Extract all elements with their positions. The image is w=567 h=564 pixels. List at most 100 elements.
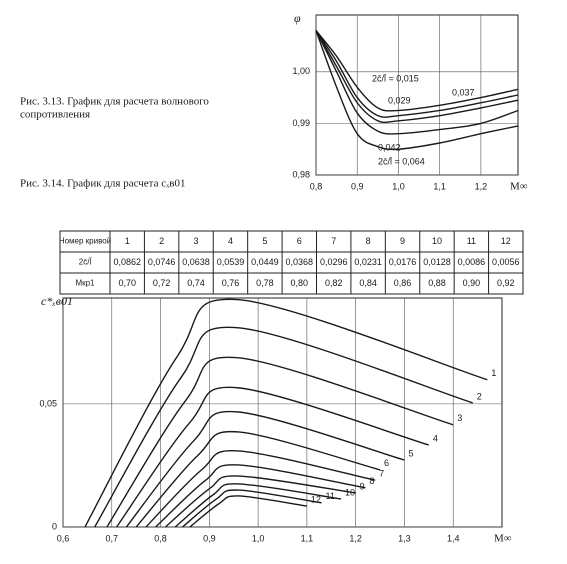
- table-cell: 0,90: [463, 278, 481, 288]
- table-cell: 0,0862: [113, 257, 141, 267]
- table-cell: 10: [432, 236, 442, 246]
- curve-label: 2: [477, 391, 482, 401]
- table-cell: 5: [262, 236, 267, 246]
- x-tick-label: 1,3: [398, 533, 411, 543]
- x-tick-label: 0,9: [351, 181, 364, 191]
- curve: [106, 356, 454, 528]
- x-tick-label: 1,2: [349, 533, 362, 543]
- table-cell: 0,0449: [251, 257, 279, 267]
- curve: [189, 495, 307, 528]
- table-frame: [59, 230, 524, 295]
- x-tick-label: 1,0: [392, 181, 405, 191]
- table-cell: 0,72: [153, 278, 171, 288]
- caption-line: сопротивления: [20, 109, 90, 121]
- curve-label: 11: [326, 491, 335, 501]
- curve-label: 10: [345, 487, 355, 497]
- x-tick-label: 1,1: [301, 533, 314, 543]
- table-cell: 4: [228, 236, 233, 246]
- x-tick-label: 1,4: [447, 533, 460, 543]
- plot-frame: [62, 297, 503, 528]
- curve-label: 3: [457, 413, 462, 423]
- y-tick-label: 1,00: [292, 66, 310, 76]
- curve: [94, 326, 473, 528]
- curve: [164, 475, 356, 528]
- table-cell: 0,0056: [492, 257, 520, 267]
- x-tick-label: 1,0: [252, 533, 265, 543]
- curve-label: 0,042: [378, 142, 401, 152]
- table-cell: 7: [331, 236, 336, 246]
- curve-label: 12: [311, 494, 321, 504]
- row-header: Номер кривой: [59, 237, 111, 246]
- y-axis-label: c*ₓв01: [41, 294, 73, 308]
- curve: [155, 464, 366, 528]
- curve-label: 4: [433, 433, 438, 443]
- curve: [315, 30, 519, 124]
- table-cell: 0,84: [359, 278, 377, 288]
- x-tick-label: 1,1: [433, 181, 446, 191]
- table-cell: 2: [159, 236, 164, 246]
- table-cell: 0,0368: [286, 257, 314, 267]
- curve: [182, 489, 322, 528]
- curve: [135, 430, 381, 528]
- table-cell: 8: [366, 236, 371, 246]
- curve-label: 8: [369, 476, 374, 486]
- table-cell: 0,0296: [320, 257, 348, 267]
- curve-label: 7: [379, 469, 384, 479]
- table-cell: 0,0231: [354, 257, 382, 267]
- curve-label: 5: [408, 448, 413, 458]
- table-cell: 0,0086: [458, 257, 486, 267]
- table-cell: 0,86: [394, 278, 412, 288]
- table-cell: 0,80: [291, 278, 309, 288]
- x-tick-label: 0,7: [106, 533, 119, 543]
- curve-label: 1: [491, 368, 496, 378]
- table-cell: 9: [400, 236, 405, 246]
- table-cell: 11: [467, 236, 476, 246]
- plot-frame: [315, 14, 519, 176]
- curve: [174, 483, 342, 528]
- table-cell: 0,70: [118, 278, 136, 288]
- table-cell: 0,82: [325, 278, 343, 288]
- x-tick-label: 0,8: [154, 533, 167, 543]
- table-cell: 0,88: [428, 278, 446, 288]
- y-tick-label: 0,05: [39, 398, 57, 408]
- curve: [315, 30, 519, 135]
- table-cell: 0,0539: [217, 257, 245, 267]
- y-tick-label: 0,99: [292, 118, 310, 128]
- x-axis-label: M∞: [510, 181, 528, 193]
- table-cell: 6: [297, 236, 302, 246]
- y-axis-label: φ: [294, 11, 301, 25]
- x-tick-label: 0,6: [57, 533, 70, 543]
- curve-label: 0,029: [388, 95, 411, 105]
- curve-label: 2c̄/l̄ = 0,015: [372, 73, 419, 83]
- x-tick-label: 0,9: [203, 533, 216, 543]
- curve: [315, 30, 519, 151]
- table-cell: 0,78: [256, 278, 274, 288]
- table-cell: 0,0128: [423, 257, 451, 267]
- curve: [116, 386, 430, 528]
- curve: [315, 30, 519, 118]
- row-header: 2c̄/l̄: [79, 258, 93, 267]
- table-cell: 0,92: [497, 278, 515, 288]
- caption-line: Рис. 3.13. График для расчета волнового: [20, 96, 209, 108]
- curve-label: 9: [360, 481, 365, 491]
- table-cell: 0,76: [222, 278, 240, 288]
- curve-label: 2c̄/l̄ = 0,064: [378, 156, 425, 166]
- table-cell: 1: [125, 236, 130, 246]
- curve-label: 0,037: [452, 87, 475, 97]
- curve: [125, 410, 405, 528]
- x-axis-label: M∞: [494, 533, 512, 545]
- curve: [84, 298, 488, 528]
- caption-line: Рис. 3.14. График для расчета cₓв01: [20, 178, 186, 190]
- x-tick-label: 1,2: [475, 181, 488, 191]
- y-tick-label: 0: [52, 521, 57, 531]
- table-cell: 0,74: [187, 278, 205, 288]
- x-tick-label: 0,8: [310, 181, 323, 191]
- table-cell: 12: [501, 236, 511, 246]
- y-tick-label: 0,98: [292, 169, 310, 179]
- row-header: Mкр1: [75, 279, 95, 288]
- table-cell: 0,0746: [148, 257, 176, 267]
- curve-label: 6: [384, 458, 389, 468]
- table-cell: 0,0176: [389, 257, 417, 267]
- curve: [145, 450, 376, 528]
